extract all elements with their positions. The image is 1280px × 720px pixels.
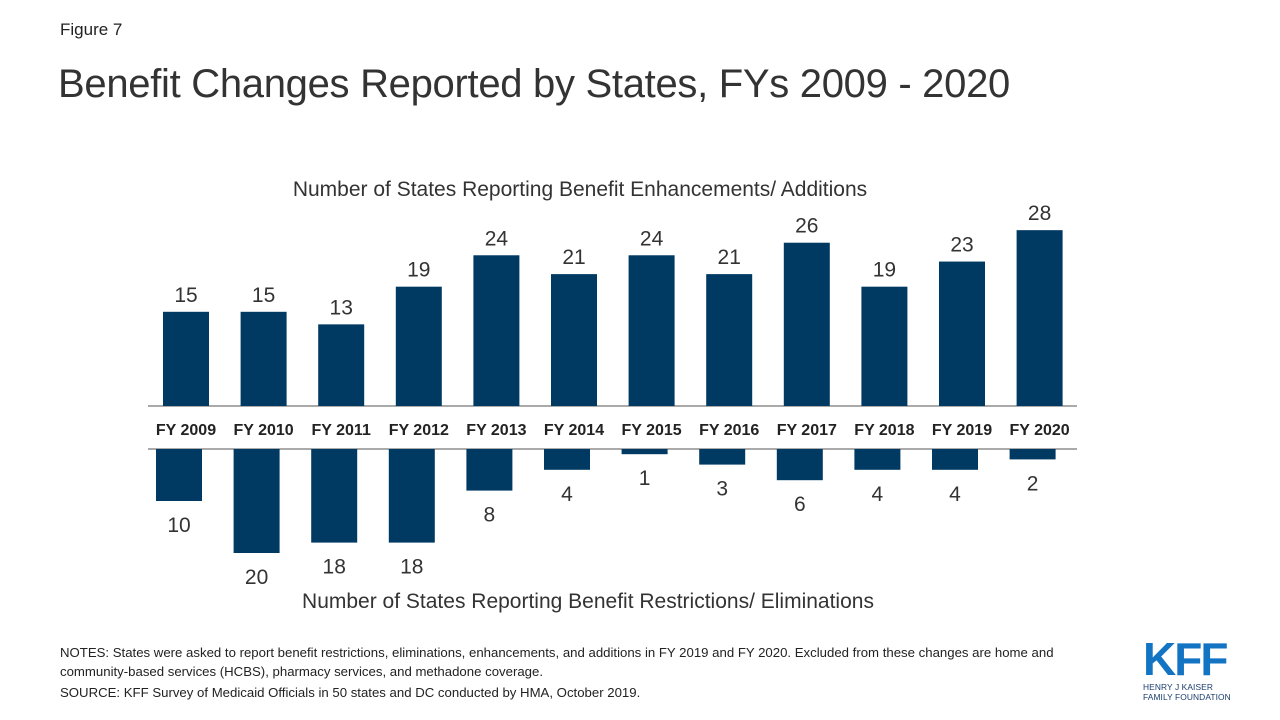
restriction-data-label: 20 [245,566,268,589]
restriction-data-label: 4 [949,483,961,506]
restriction-bar [156,449,202,501]
enhancement-data-label: 19 [873,259,896,282]
enhancement-data-label: 24 [485,227,509,250]
notes-text: NOTES: States were asked to report benef… [60,645,1054,679]
enhancement-bar [395,286,442,406]
x-tick-label: FY 2015 [621,422,681,439]
restriction-data-label: 3 [716,478,728,501]
kff-logo: KFF HENRY J KAISER FAMILY FOUNDATION [1143,636,1243,702]
enhancement-data-label: 15 [252,284,275,307]
top-series-title: Number of States Reporting Benefit Enhan… [293,178,867,201]
source-text: SOURCE: KFF Survey of Medicaid Officials… [60,685,641,700]
enhancement-bar [1016,230,1063,406]
enhancement-bar [163,311,209,406]
enhancement-data-label: 15 [174,284,197,307]
x-tick-label: FY 2017 [777,422,837,439]
restriction-bar [854,449,901,470]
restriction-data-label: 4 [561,483,573,506]
enhancement-bar [939,261,985,406]
restriction-bar [311,449,358,543]
enhancement-bar [473,255,520,406]
x-tick-label: FY 2014 [544,422,604,439]
x-tick-label: FY 2011 [312,422,371,439]
x-tick-label: FY 2019 [932,422,992,439]
bottom-series-title: Number of States Reporting Benefit Restr… [302,590,874,613]
enhancement-data-label: 13 [330,296,353,319]
x-tick-label: FY 2013 [466,422,526,439]
enhancement-bar [318,324,365,406]
enhancement-bar [628,255,675,406]
restriction-data-label: 6 [794,493,806,516]
bar-chart: Number of States Reporting Benefit Enhan… [148,178,1077,613]
x-tick-label: FY 2016 [699,422,759,439]
restriction-data-label: 2 [1027,472,1039,495]
enhancement-data-label: 28 [1028,202,1051,225]
restriction-bar [388,449,435,543]
restriction-data-label: 10 [167,514,190,537]
logo-subtitle: HENRY J KAISER FAMILY FOUNDATION [1143,682,1231,702]
restriction-bar [1009,449,1056,460]
restriction-bar [544,449,590,470]
restriction-data-label: 18 [323,556,346,579]
logo-wordmark: KFF [1143,633,1228,685]
x-tick-label: FY 2020 [1009,422,1069,439]
restriction-bar [466,449,513,491]
restriction-data-label: 1 [639,467,651,490]
enhancement-data-label: 21 [718,246,741,269]
enhancement-data-label: 26 [795,215,818,238]
enhancement-bar [783,242,830,406]
enhancement-data-label: 21 [562,246,585,269]
restriction-data-label: 8 [484,504,496,527]
x-tick-label: FY 2009 [156,422,216,439]
enhancement-data-label: 24 [640,227,664,250]
restriction-data-label: 4 [872,483,884,506]
enhancement-bar [706,274,753,406]
restriction-bar [233,449,280,553]
enhancement-bar [551,274,597,406]
enhancement-bar [861,286,908,406]
enhancement-bar [240,311,287,406]
page-title: Benefit Changes Reported by States, FYs … [58,62,1010,106]
x-tick-label: FY 2010 [233,422,293,439]
x-tick-label: FY 2018 [854,422,914,439]
restriction-bar [932,449,978,470]
x-tick-label: FY 2012 [389,422,449,439]
restriction-bar [776,449,823,481]
restriction-data-label: 18 [400,556,423,579]
enhancement-data-label: 19 [407,259,430,282]
restriction-bar [621,449,668,455]
enhancement-data-label: 23 [950,234,973,257]
figure-label: Figure 7 [60,20,123,39]
chart-notes: NOTES: States were asked to report benef… [60,643,1060,702]
restriction-bar [699,449,746,465]
